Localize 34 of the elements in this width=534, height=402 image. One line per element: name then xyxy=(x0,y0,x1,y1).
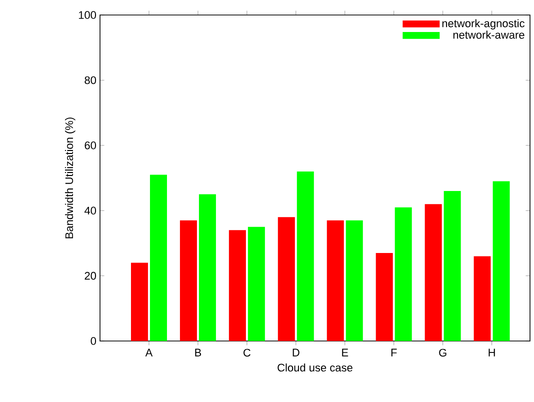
bar xyxy=(424,204,442,341)
bar xyxy=(150,174,167,341)
y-tick-label: 80 xyxy=(84,76,96,84)
x-tick-label: B xyxy=(195,348,202,356)
y-tick-label: 60 xyxy=(84,142,96,150)
bar xyxy=(278,217,295,341)
bar xyxy=(228,230,246,341)
bar xyxy=(198,194,216,341)
y-tick-label: 20 xyxy=(84,272,96,280)
y-axis-title: Bandwidth Utilization (%) xyxy=(65,118,76,238)
bar xyxy=(394,207,412,341)
bar xyxy=(346,220,363,341)
x-axis-title: Cloud use case xyxy=(278,363,352,372)
legend-label: network-agnostic xyxy=(442,19,524,30)
bar xyxy=(492,181,510,341)
bar xyxy=(296,171,314,341)
x-tick-label: D xyxy=(292,348,300,356)
bar xyxy=(376,252,393,341)
bar xyxy=(130,262,148,341)
bar xyxy=(180,220,197,341)
x-tick-label: G xyxy=(439,348,446,357)
x-tick-label: E xyxy=(342,348,348,356)
y-tick-label: 0 xyxy=(90,337,96,345)
y-tick-label: 100 xyxy=(78,11,96,19)
x-tick-label: H xyxy=(488,348,495,356)
x-tick-label: F xyxy=(391,348,397,356)
x-tick-label: A xyxy=(145,348,153,356)
bar xyxy=(326,220,344,341)
bar xyxy=(248,226,265,341)
legend-label: network-aware xyxy=(453,30,524,39)
bar xyxy=(474,256,491,341)
x-tick-label: C xyxy=(244,348,250,357)
y-tick-label: 40 xyxy=(84,206,96,214)
bar xyxy=(444,191,461,341)
